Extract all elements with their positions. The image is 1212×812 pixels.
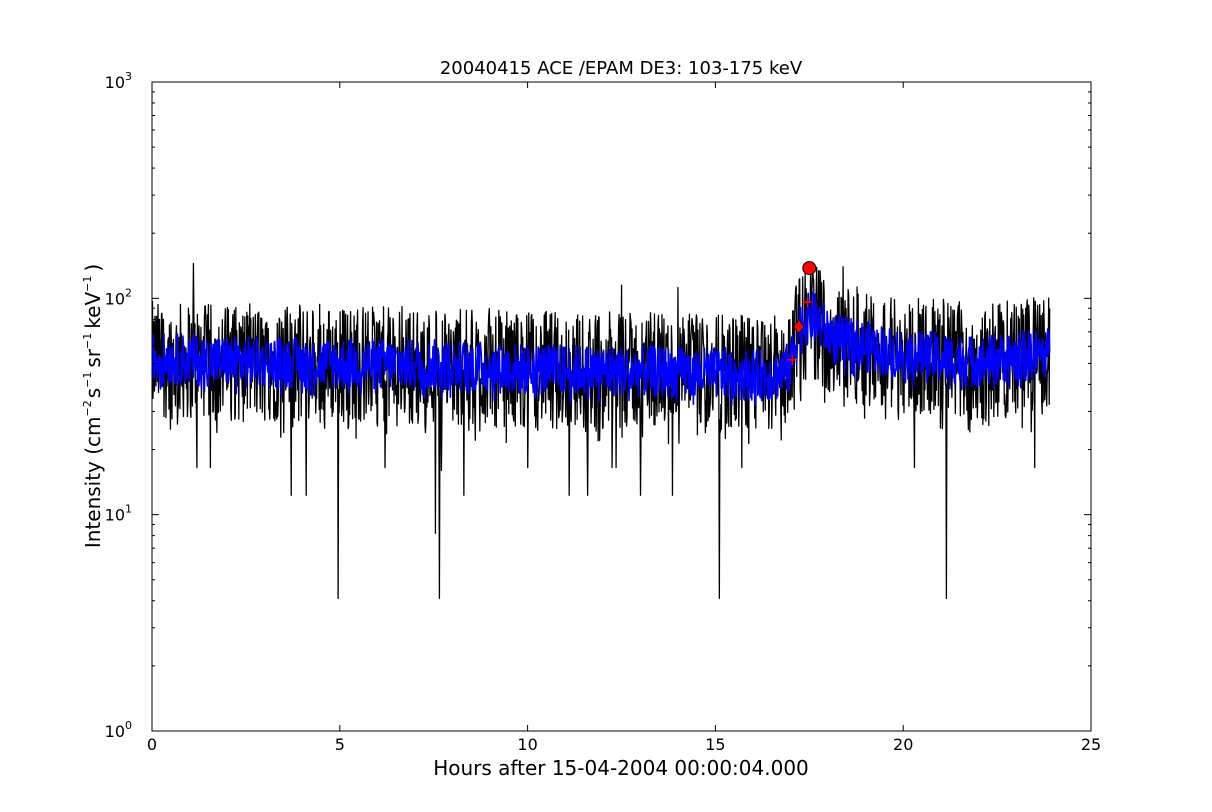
plot-frame xyxy=(151,81,1092,732)
series-line-blue xyxy=(152,291,1051,406)
marker-plus xyxy=(787,354,798,365)
y-tick-label: 103 xyxy=(105,70,132,92)
marker-diamond xyxy=(793,318,805,335)
marker-layer xyxy=(787,261,817,365)
x-tick-label: 10 xyxy=(517,735,537,754)
x-axis-label: Hours after 15-04-2004 00:00:04.000 xyxy=(433,756,809,780)
x-tick-label: 20 xyxy=(893,735,913,754)
x-tick-label: 15 xyxy=(705,735,725,754)
y-axis-label-suffix: ) xyxy=(81,264,105,272)
y-axis-label: Intensity (cm−2s−1sr−1keV−1) xyxy=(81,264,105,548)
y-tick-label: 101 xyxy=(105,503,132,525)
x-tick-label: 0 xyxy=(147,735,157,754)
marker-plus xyxy=(802,297,813,308)
y-axis-label-prefix: Intensity (cm xyxy=(81,416,105,548)
y-tick-label: 100 xyxy=(105,719,132,741)
marker-circle xyxy=(802,261,817,276)
series-layer xyxy=(152,262,1051,600)
y-axis-label-sup2: −1 xyxy=(81,372,94,388)
y-axis-label-sup3: −1 xyxy=(81,333,94,349)
y-axis-label-sup1: −2 xyxy=(81,400,94,416)
chart-title: 20040415 ACE /EPAM DE3: 103-175 keV xyxy=(440,58,803,79)
x-tick-label: 25 xyxy=(1081,735,1101,754)
y-axis-label-sup4: −1 xyxy=(81,276,94,292)
y-tick-label: 102 xyxy=(105,286,132,308)
y-axis: 100 101 102 103 xyxy=(105,70,1091,741)
x-axis: 0 5 10 15 20 25 xyxy=(147,82,1101,754)
y-axis-label-mid3: keV xyxy=(81,292,105,329)
x-tick-label: 5 xyxy=(335,735,345,754)
y-axis-label-mid2: sr xyxy=(81,348,105,367)
y-axis-label-mid1: s xyxy=(81,388,105,398)
